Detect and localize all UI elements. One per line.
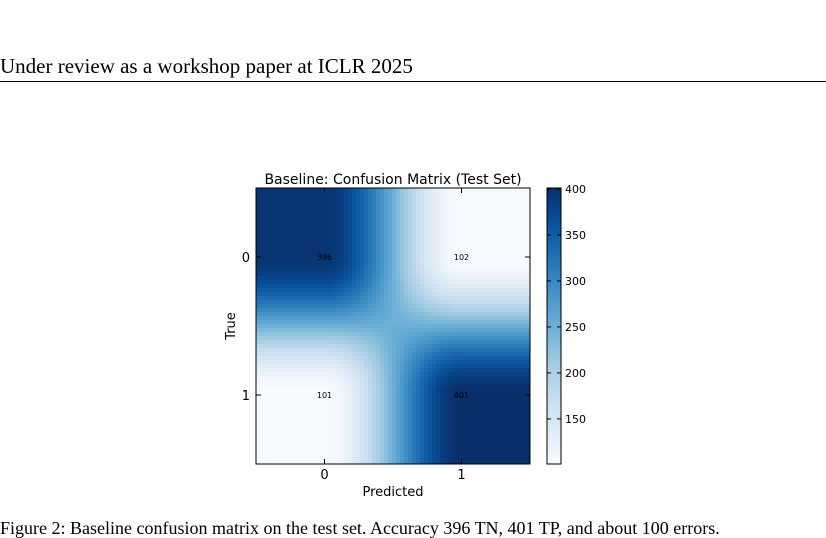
y-tick-label: 0 bbox=[242, 251, 250, 266]
cell-value-label: 102 bbox=[454, 253, 469, 262]
header-rule bbox=[0, 81, 826, 82]
confusion-matrix-figure: Baseline: Confusion Matrix (Test Set) 39… bbox=[224, 172, 586, 500]
x-tick-label: 0 bbox=[320, 468, 328, 483]
running-head: Under review as a workshop paper at ICLR… bbox=[0, 54, 413, 78]
x-tick-label: 1 bbox=[457, 468, 465, 483]
heatmap-image bbox=[256, 188, 530, 464]
chart-title: Baseline: Confusion Matrix (Test Set) bbox=[264, 172, 521, 188]
cell-value-label: 396 bbox=[317, 253, 332, 262]
plot-frame bbox=[255, 187, 531, 465]
y-axis-label: True bbox=[224, 312, 239, 341]
confusion-matrix-chart: Baseline: Confusion Matrix (Test Set) 39… bbox=[224, 172, 586, 500]
colorbar-tick-label: 300 bbox=[565, 275, 586, 288]
figure-caption: Figure 2: Baseline confusion matrix on t… bbox=[0, 518, 720, 538]
cell-value-label: 101 bbox=[317, 391, 332, 400]
cell-value-label: 401 bbox=[454, 391, 469, 400]
colorbar-tick-label: 150 bbox=[565, 413, 586, 426]
x-axis-label: Predicted bbox=[362, 485, 423, 500]
colorbar bbox=[546, 187, 562, 465]
colorbar-tick-label: 250 bbox=[565, 321, 586, 334]
colorbar-tick-label: 350 bbox=[565, 229, 586, 242]
y-tick-label: 1 bbox=[242, 389, 250, 404]
colorbar-tick-label: 200 bbox=[565, 367, 586, 380]
colorbar-tick-label: 400 bbox=[565, 183, 586, 196]
